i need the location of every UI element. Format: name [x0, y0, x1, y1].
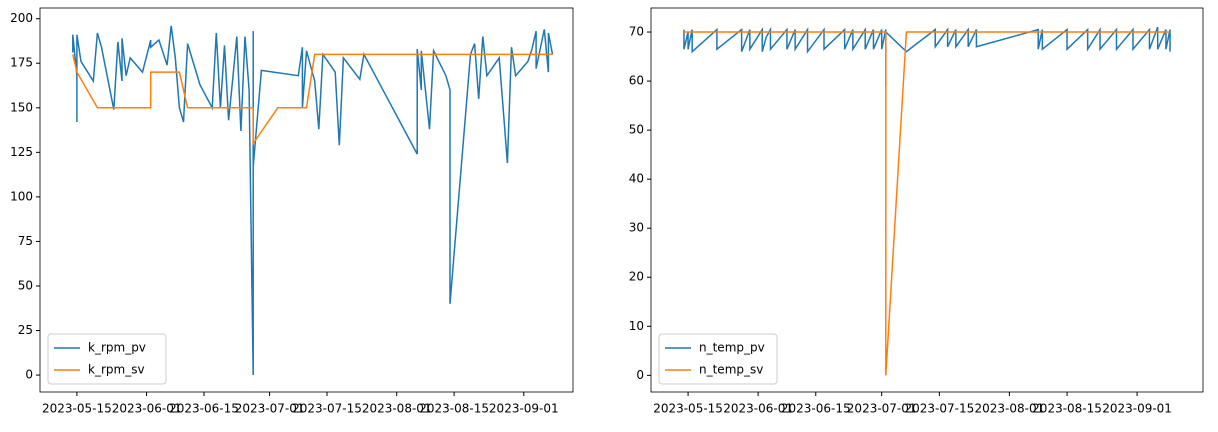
legend: k_rpm_pv k_rpm_sv [47, 333, 167, 385]
y-tick-label: 20 [629, 270, 644, 284]
series-line [72, 25, 554, 376]
x-tick-label: 2023-07-01 [847, 402, 917, 416]
x-tick-label: 2023-08-15 [1032, 402, 1102, 416]
y-tick-label: 125 [10, 145, 33, 159]
y-tick-label: 0 [636, 368, 644, 382]
legend-label: n_temp_sv [699, 363, 763, 377]
series-line [72, 53, 553, 146]
y-tick-label: 10 [629, 319, 644, 333]
x-tick-label: 2023-05-15 [42, 402, 112, 416]
y-tick-label: 0 [25, 368, 33, 382]
y-tick-label: 60 [629, 74, 644, 88]
x-tick-label: 2023-06-15 [169, 402, 239, 416]
y-tick-label: 70 [629, 25, 644, 39]
x-tick-label: 2023-09-01 [489, 402, 559, 416]
series-line [683, 31, 1171, 376]
legend-label: n_temp_pv [699, 341, 765, 355]
y-tick-label: 30 [629, 221, 644, 235]
legend-label: k_rpm_pv [88, 341, 146, 355]
y-tick-label: 50 [629, 123, 644, 137]
x-tick-label: 2023-08-01 [975, 402, 1045, 416]
y-tick-label: 25 [18, 323, 33, 337]
y-tick-label: 75 [18, 234, 33, 248]
legend: n_temp_pv n_temp_sv [658, 333, 778, 385]
y-tick-label: 100 [10, 189, 33, 203]
y-tick-label: 175 [10, 56, 33, 70]
y-tick-label: 150 [10, 100, 33, 114]
y-tick-label: 200 [10, 11, 33, 25]
y-tick-label: 50 [18, 278, 33, 292]
axes-frame [39, 7, 574, 393]
axes-frame [650, 7, 1204, 393]
x-tick-label: 2023-06-01 [723, 402, 793, 416]
series-line [683, 26, 1171, 86]
legend-label: k_rpm_sv [88, 363, 145, 377]
x-tick-label: 2023-09-01 [1102, 402, 1172, 416]
x-tick-label: 2023-05-15 [653, 402, 723, 416]
x-tick-label: 2023-08-01 [362, 402, 432, 416]
x-tick-label: 2023-08-15 [419, 402, 489, 416]
x-tick-label: 2023-06-15 [781, 402, 851, 416]
x-tick-label: 2023-07-15 [904, 402, 974, 416]
x-tick-label: 2023-07-01 [235, 402, 305, 416]
legend-box [658, 333, 778, 385]
x-tick-label: 2023-06-01 [112, 402, 182, 416]
y-tick-label: 40 [629, 172, 644, 186]
x-tick-label: 2023-07-15 [292, 402, 362, 416]
legend-box [47, 333, 167, 385]
